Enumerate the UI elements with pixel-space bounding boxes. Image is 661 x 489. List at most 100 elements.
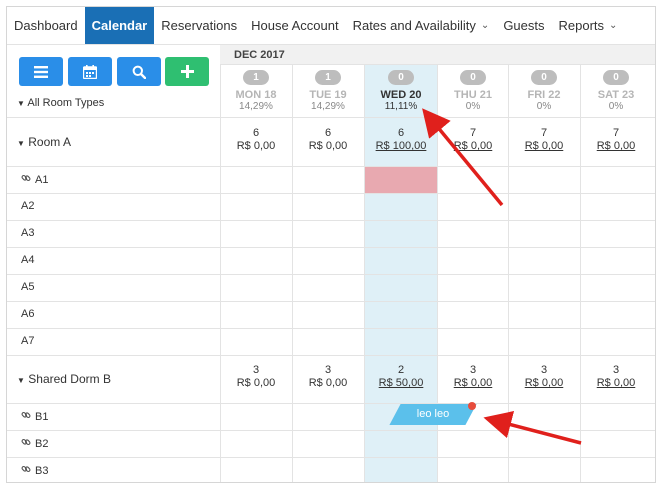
rate-price-link[interactable]: R$ 0,00 <box>524 140 564 152</box>
rate-price-link[interactable]: R$ 50,00 <box>378 377 424 389</box>
nav-dashboard[interactable]: Dashboard <box>7 7 85 44</box>
day-name: TUE 19 <box>309 89 347 101</box>
room-name: A5 <box>21 281 35 293</box>
group-toggle-room-a[interactable]: ▼ Room A <box>17 135 71 149</box>
available-units: 2 <box>397 364 405 376</box>
caret-down-icon: ▼ <box>17 139 25 148</box>
grid-line <box>508 65 509 482</box>
nav-house-account-label: House Account <box>251 18 339 33</box>
room-name: A6 <box>21 308 35 320</box>
add-reservation-button[interactable] <box>165 57 209 86</box>
arrivals-badge: 0 <box>531 70 557 85</box>
nav-calendar[interactable]: Calendar <box>84 7 155 44</box>
availability-cell[interactable]: 3 R$ 0,00 <box>220 364 292 390</box>
blocked-cell[interactable] <box>365 167 437 193</box>
availability-cell[interactable]: 7 R$ 0,00 <box>508 127 580 153</box>
nav-reservations[interactable]: Reservations <box>154 7 244 44</box>
room-row-a5[interactable]: A5 <box>21 281 34 293</box>
day-header-sat-23[interactable]: 0 SAT 23 0% <box>580 69 652 112</box>
chevron-down-icon: ⌄ <box>609 20 618 31</box>
room-row-a1[interactable]: A1 <box>21 173 48 186</box>
grid-line <box>7 193 655 194</box>
nav-dashboard-label: Dashboard <box>14 18 78 33</box>
nav-guests[interactable]: Guests <box>496 7 551 44</box>
rate-price-link[interactable]: R$ 0,00 <box>524 377 564 389</box>
nav-rates-availability[interactable]: Rates and Availability ⌄ <box>346 7 497 44</box>
nav-calendar-label: Calendar <box>91 18 148 33</box>
availability-cell[interactable]: 6 R$ 100,00 <box>365 127 437 153</box>
caret-down-icon: ▼ <box>17 376 25 385</box>
available-units: 6 <box>397 127 405 139</box>
availability-cell[interactable]: 2 R$ 50,00 <box>365 364 437 390</box>
room-row-a3[interactable]: A3 <box>21 227 34 239</box>
availability-cell[interactable]: 3 R$ 0,00 <box>292 364 364 390</box>
day-header-tue-19[interactable]: 1 TUE 19 14,29% <box>292 69 364 112</box>
room-row-b3[interactable]: B3 <box>21 464 48 477</box>
available-units: 3 <box>469 364 477 376</box>
rate-price-link[interactable]: R$ 0,00 <box>453 377 493 389</box>
calendar-view-button[interactable] <box>68 57 112 86</box>
availability-cell[interactable]: 3 R$ 0,00 <box>580 364 652 390</box>
rate-price-link[interactable]: R$ 0,00 <box>453 140 493 152</box>
grid-line <box>292 65 293 482</box>
link-icon <box>21 466 31 472</box>
nav-reports[interactable]: Reports ⌄ <box>552 7 625 44</box>
link-icon <box>21 439 31 445</box>
booking-guest-name[interactable]: leo leo <box>416 408 450 420</box>
availability-cell[interactable]: 6 R$ 0,00 <box>292 127 364 153</box>
calendar-frame: Dashboard Calendar Reservations House Ac… <box>6 6 656 483</box>
search-button[interactable] <box>117 57 161 86</box>
rate-price-link[interactable]: R$ 0,00 <box>596 377 636 389</box>
available-units: 7 <box>612 127 620 139</box>
room-name: A7 <box>21 335 35 347</box>
room-row-b1[interactable]: B1 <box>21 410 48 423</box>
group-name: Shared Dorm B <box>28 372 111 386</box>
day-header-fri-22[interactable]: 0 FRI 22 0% <box>508 69 580 112</box>
link-icon <box>21 175 31 181</box>
grid-line <box>580 65 581 482</box>
room-types-dropdown[interactable]: ▼ All Room Types <box>17 97 104 109</box>
room-row-a4[interactable]: A4 <box>21 254 34 266</box>
grid-line <box>7 430 655 431</box>
availability-cell[interactable]: 6 R$ 0,00 <box>220 127 292 153</box>
nav-house-account[interactable]: House Account <box>244 7 345 44</box>
availability-cell[interactable]: 3 R$ 0,00 <box>437 364 509 390</box>
grid-line <box>364 65 365 482</box>
annotation-arrow-booking <box>483 411 582 445</box>
list-view-button[interactable] <box>19 57 63 86</box>
room-name: B1 <box>35 411 49 423</box>
day-name: THU 21 <box>454 89 492 101</box>
grid-line <box>7 274 655 275</box>
rate-price: R$ 0,00 <box>236 140 276 152</box>
nav-rates-availability-label: Rates and Availability <box>352 18 476 33</box>
room-row-b2[interactable]: B2 <box>21 437 48 450</box>
rate-price-link[interactable]: R$ 0,00 <box>596 140 636 152</box>
availability-cell[interactable]: 7 R$ 0,00 <box>580 127 652 153</box>
search-icon <box>132 65 146 79</box>
room-row-a6[interactable]: A6 <box>21 308 34 320</box>
chevron-down-icon: ⌄ <box>480 20 490 31</box>
group-toggle-shared-dorm-b[interactable]: ▼ Shared Dorm B <box>17 372 111 386</box>
available-units: 3 <box>540 364 548 376</box>
available-units: 6 <box>324 127 332 139</box>
room-name: A4 <box>21 254 35 266</box>
calendar-icon <box>83 64 97 79</box>
grid-line <box>7 220 655 221</box>
arrivals-badge: 0 <box>388 70 414 85</box>
room-row-a7[interactable]: A7 <box>21 335 34 347</box>
arrivals-badge: 0 <box>460 70 486 85</box>
grid-line <box>7 403 655 404</box>
link-icon <box>21 412 31 418</box>
room-types-label: All Room Types <box>27 97 105 109</box>
day-name: SAT 23 <box>597 89 635 101</box>
day-header-thu-21[interactable]: 0 THU 21 0% <box>437 69 509 112</box>
availability-cell[interactable]: 3 R$ 0,00 <box>508 364 580 390</box>
availability-cell[interactable]: 7 R$ 0,00 <box>437 127 509 153</box>
rate-price-link[interactable]: R$ 100,00 <box>375 140 427 152</box>
rate-price: R$ 0,00 <box>236 377 276 389</box>
day-header-mon-18[interactable]: 1 MON 18 14,29% <box>220 69 292 112</box>
caret-down-icon: ▼ <box>17 99 25 108</box>
room-row-a2[interactable]: A2 <box>21 200 34 212</box>
grid-line <box>220 65 221 482</box>
day-header-wed-20[interactable]: 0 WED 20 11,11% <box>365 69 437 112</box>
